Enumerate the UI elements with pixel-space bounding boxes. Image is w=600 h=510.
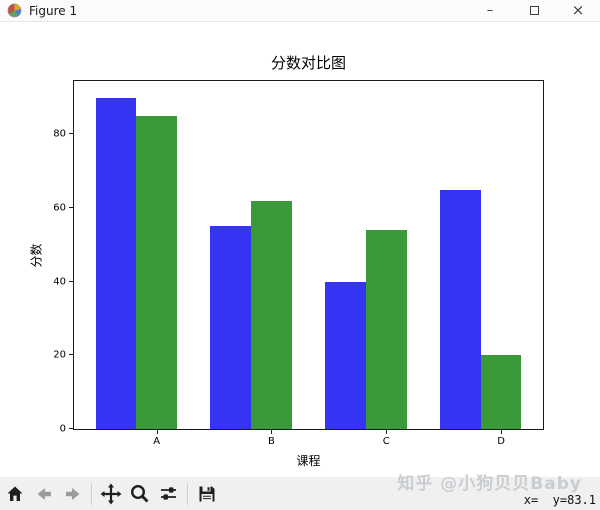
y-tick-mark: [69, 207, 73, 209]
x-tick-label: A: [153, 436, 161, 447]
bar-green-D: [480, 355, 522, 429]
x-tick-label: B: [268, 436, 275, 447]
close-icon: ×: [571, 1, 585, 19]
window-title: Figure 1: [29, 3, 78, 18]
forward-button[interactable]: [59, 480, 86, 507]
x-tick-label: C: [382, 436, 390, 447]
x-tick-mark: [156, 430, 158, 434]
y-tick-label: 20: [53, 349, 66, 361]
toolbar-separator: [187, 482, 188, 505]
window-titlebar: Figure 1 – ×: [0, 0, 600, 22]
maximize-icon: [529, 6, 539, 15]
configure-subplots-icon: [161, 487, 176, 500]
forward-arrow-icon: [65, 487, 79, 500]
save-button[interactable]: [193, 480, 220, 507]
y-tick-mark: [69, 354, 73, 356]
y-tick-label: 40: [53, 276, 66, 288]
x-tick-mark: [386, 430, 388, 434]
home-button[interactable]: [1, 480, 28, 507]
bar-blue-C: [325, 281, 366, 429]
plot-area[interactable]: 0 20 40 60 80 A B C D: [53, 80, 544, 447]
y-axis-label: 分数: [29, 243, 44, 268]
home-icon: [7, 486, 22, 501]
back-arrow-icon: [37, 487, 51, 500]
pan-icon: [100, 483, 121, 504]
y-tick-label: 80: [53, 128, 66, 140]
pan-button[interactable]: [97, 480, 124, 507]
save-icon: [199, 486, 214, 501]
minimize-icon: –: [486, 3, 494, 18]
y-tick-label: 0: [59, 423, 66, 435]
y-tick-mark: [69, 133, 73, 135]
bar-blue-D: [439, 189, 481, 429]
toolbar-separator: [91, 482, 92, 505]
chart-title: 分数对比图: [270, 54, 346, 72]
figure-canvas[interactable]: 分数对比图 分数 0 20 40 60 80 A B C D 课程: [0, 22, 600, 477]
y-tick-mark: [69, 428, 73, 429]
zoom-button[interactable]: [126, 480, 153, 507]
bar-blue-B: [210, 226, 252, 429]
matplotlib-logo-icon: [7, 3, 22, 18]
y-tick-mark: [69, 280, 73, 282]
x-tick-mark: [271, 430, 273, 434]
navigation-toolbar: [0, 477, 600, 510]
maximize-button[interactable]: [512, 0, 556, 22]
minimize-button[interactable]: –: [468, 0, 512, 22]
x-axis-label: 课程: [296, 454, 321, 468]
bar-blue-A: [95, 97, 137, 429]
bar-green-C: [365, 230, 407, 429]
configure-subplots-button[interactable]: [155, 480, 182, 507]
y-tick-label: 60: [53, 202, 66, 214]
bar-green-A: [136, 115, 178, 429]
x-tick-mark: [501, 430, 503, 434]
close-button[interactable]: ×: [556, 0, 600, 22]
back-button[interactable]: [30, 480, 57, 507]
bar-green-B: [251, 200, 292, 429]
cursor-status-readout: x= y=83.1: [523, 493, 596, 507]
x-tick-label: D: [497, 436, 505, 447]
zoom-icon: [130, 484, 149, 503]
